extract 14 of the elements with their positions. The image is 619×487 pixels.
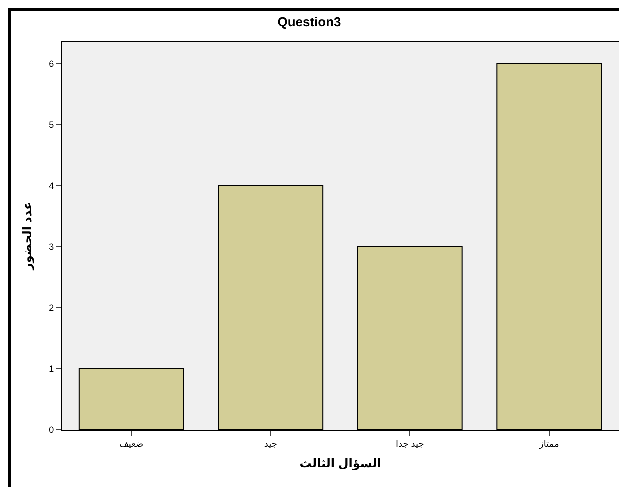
x-tick-label: ضعيف bbox=[120, 438, 144, 449]
x-tick-label: ممتاز bbox=[538, 438, 560, 450]
y-tick-label: 6 bbox=[49, 59, 54, 70]
x-tick-label: جيد bbox=[264, 438, 278, 449]
y-axis-title: عدد الحضور bbox=[20, 202, 34, 272]
y-tick-label: 0 bbox=[49, 425, 54, 436]
y-tick-label: 4 bbox=[49, 181, 54, 192]
x-axis-title: السؤال الثالث bbox=[300, 456, 382, 471]
y-tick-label: 3 bbox=[49, 242, 54, 252]
y-tick-label: 1 bbox=[49, 364, 54, 374]
y-tick-label: 2 bbox=[49, 303, 54, 314]
chart-title: Question3 bbox=[278, 14, 342, 30]
x-tick-label: جيد جدا bbox=[396, 438, 424, 449]
y-tick-label: 5 bbox=[49, 120, 54, 130]
